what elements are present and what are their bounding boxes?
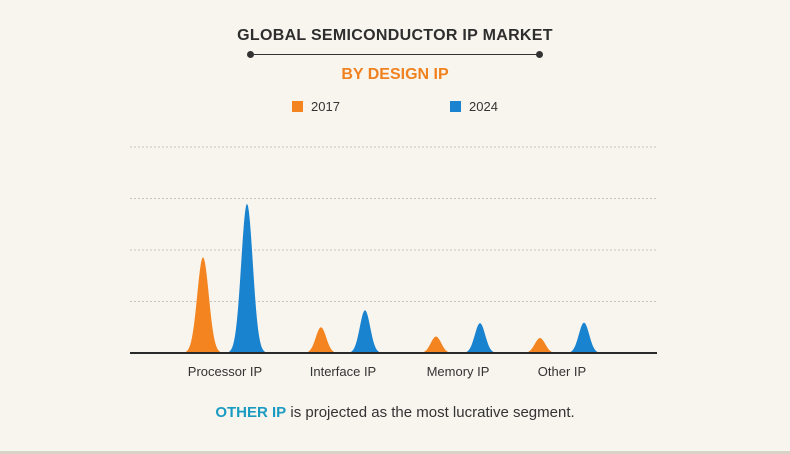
legend-label-2017: 2017 [311, 99, 340, 114]
footer-highlight: OTHER IP [215, 404, 287, 421]
peak-2017-other-ip [522, 338, 558, 353]
legend-swatch-2017 [292, 101, 303, 112]
legend-label-2024: 2024 [469, 99, 498, 114]
legend-item-2024: 2024 [450, 99, 498, 114]
x-tick-label: Memory IP [427, 364, 490, 379]
peak-2017-processor-ip [183, 257, 223, 353]
x-tick-label: Interface IP [310, 364, 376, 379]
legend-item-2017: 2017 [292, 99, 340, 114]
peak-2017-memory-ip [418, 336, 454, 353]
peak-2024-memory-ip [462, 323, 498, 353]
legend-swatch-2024 [450, 101, 461, 112]
footer-note: OTHER IP is projected as the most lucrat… [0, 404, 790, 421]
peak-2024-processor-ip [227, 203, 267, 353]
x-tick-label: Other IP [538, 364, 586, 379]
title-divider [250, 54, 540, 55]
chart-title: GLOBAL SEMICONDUCTOR IP MARKET [237, 27, 553, 44]
peak-2024-other-ip [566, 322, 602, 353]
chart-subtitle: BY DESIGN IP [341, 66, 449, 83]
bottom-band [0, 451, 790, 454]
divider-right-dot [536, 51, 543, 58]
x-tick-label: Processor IP [188, 364, 262, 379]
peak-2024-interface-ip [347, 310, 383, 353]
footer-text: is projected as the most lucrative segme… [286, 404, 575, 421]
divider-left-dot [247, 51, 254, 58]
peak-2017-interface-ip [303, 327, 339, 353]
